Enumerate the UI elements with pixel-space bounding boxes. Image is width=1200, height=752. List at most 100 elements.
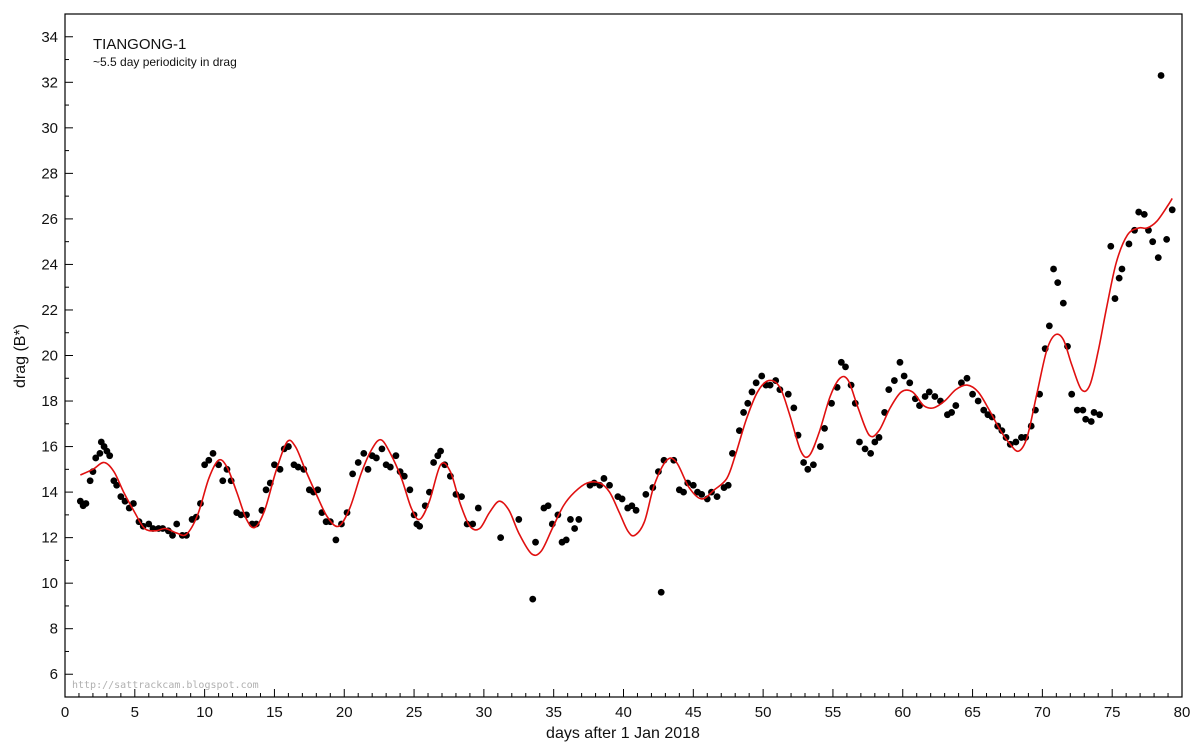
x-tick-label: 15 <box>266 704 283 721</box>
data-point <box>252 520 260 528</box>
data-point <box>925 388 933 396</box>
data-point <box>562 536 570 544</box>
data-point <box>1135 208 1143 216</box>
data-point <box>474 504 482 512</box>
data-point <box>800 459 808 466</box>
data-point <box>86 477 94 485</box>
x-tick-label: 20 <box>336 704 353 721</box>
data-point <box>809 461 817 469</box>
x-tick-label: 45 <box>685 704 702 721</box>
data-points <box>76 72 1176 603</box>
y-tick-label: 18 <box>41 393 58 410</box>
data-point <box>117 493 125 501</box>
data-point <box>285 443 292 450</box>
data-point <box>600 475 608 482</box>
data-point <box>532 538 539 546</box>
data-point <box>957 379 965 387</box>
data-point <box>469 520 477 528</box>
x-tick-label: 5 <box>131 704 139 721</box>
x-tick-label: 60 <box>894 704 911 721</box>
data-point <box>113 481 121 489</box>
data-point <box>1090 409 1098 416</box>
data-point <box>772 377 780 384</box>
data-point <box>680 488 687 496</box>
x-axis-title: days after 1 Jan 2018 <box>546 725 700 742</box>
data-point <box>861 445 869 453</box>
y-tick-label: 20 <box>41 348 58 365</box>
data-point <box>906 379 914 387</box>
y-tick-label: 10 <box>41 575 58 592</box>
data-point <box>354 459 362 466</box>
data-point <box>1012 438 1020 446</box>
data-point <box>201 461 209 469</box>
data-point <box>1045 322 1053 330</box>
data-point <box>400 472 408 480</box>
data-point <box>575 516 583 523</box>
data-point <box>567 516 574 523</box>
x-tick-label: 70 <box>1034 704 1051 721</box>
x-tick-label: 30 <box>476 704 493 721</box>
data-point <box>1068 390 1076 398</box>
x-tick-label: 75 <box>1104 704 1121 721</box>
data-point <box>130 500 137 507</box>
data-point <box>1082 415 1090 423</box>
y-tick-label: 16 <box>41 439 58 456</box>
x-tick-label: 80 <box>1174 704 1191 721</box>
data-point <box>698 490 706 498</box>
data-point <box>416 522 424 530</box>
data-point <box>890 377 898 384</box>
data-point <box>628 502 636 510</box>
data-point <box>372 454 380 462</box>
data-point <box>406 486 414 494</box>
data-point <box>1054 279 1062 287</box>
y-tick-label: 24 <box>41 256 58 273</box>
y-tick-label: 22 <box>41 302 58 319</box>
chart-title: TIANGONG-1 <box>93 36 186 53</box>
data-point <box>748 388 756 396</box>
data-point <box>92 454 100 462</box>
data-point <box>205 456 213 464</box>
data-point <box>1096 411 1104 419</box>
data-point <box>378 445 386 453</box>
data-point <box>1079 406 1087 414</box>
data-point <box>642 490 650 498</box>
chart-subtitle: ~5.5 day periodicity in drag <box>93 55 237 69</box>
data-point <box>497 534 505 542</box>
data-point <box>816 443 824 450</box>
data-point <box>294 463 302 471</box>
x-axis-ticks: 0 5 10 15 20 25 30 35 40 45 50 55 60 65 70 75 80 <box>61 689 1191 721</box>
data-point <box>828 399 835 407</box>
data-point <box>1125 240 1133 248</box>
x-tick-label: 55 <box>825 704 842 721</box>
data-point <box>766 381 774 389</box>
x-tick-label: 40 <box>615 704 632 721</box>
x-tick-label: 35 <box>545 704 562 721</box>
y-tick-label: 6 <box>50 666 58 683</box>
data-point <box>784 390 792 398</box>
data-point <box>106 452 114 460</box>
data-point <box>842 363 849 371</box>
data-point <box>529 595 537 603</box>
data-point <box>729 449 736 457</box>
data-point <box>314 486 322 494</box>
data-point <box>867 449 875 457</box>
data-point <box>271 461 278 469</box>
data-point <box>82 500 90 507</box>
data-point <box>1059 299 1067 307</box>
y-axis-title: drag (B*) <box>12 324 29 388</box>
data-point <box>515 516 523 523</box>
data-point <box>437 447 444 455</box>
data-point <box>606 481 613 489</box>
x-tick-label: 25 <box>406 704 423 721</box>
y-tick-label: 26 <box>41 211 58 228</box>
data-point <box>974 397 982 405</box>
data-point <box>821 424 828 432</box>
data-point <box>173 520 181 528</box>
data-point <box>262 486 270 494</box>
data-point <box>1087 418 1095 425</box>
data-point <box>1107 242 1115 250</box>
y-tick-label: 32 <box>41 74 58 91</box>
data-point <box>856 438 863 446</box>
data-point <box>1073 406 1081 414</box>
data-point <box>875 434 883 441</box>
